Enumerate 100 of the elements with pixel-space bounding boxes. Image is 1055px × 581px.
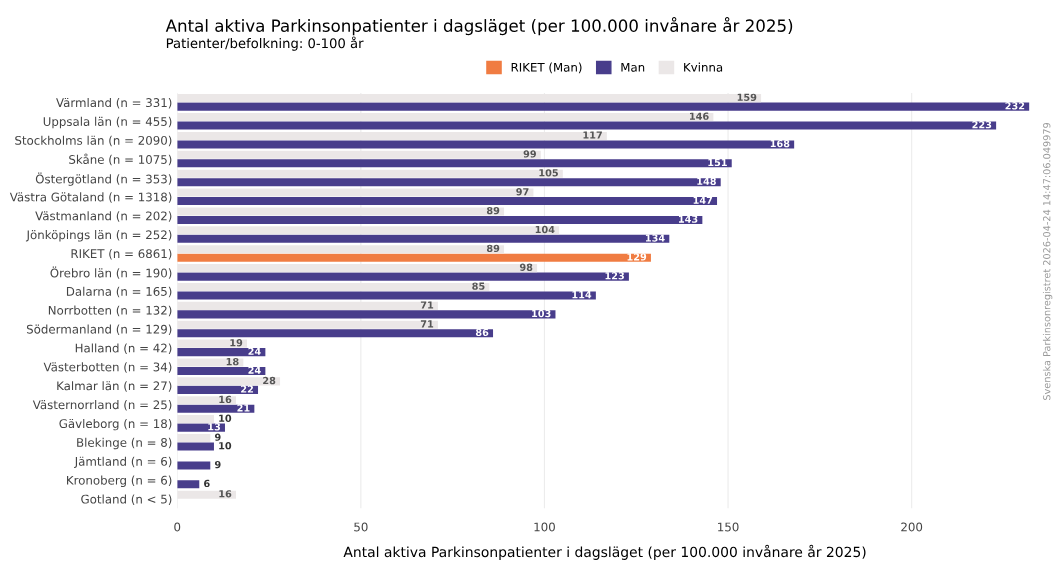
y-tick-label: Jämtland (n = 6) (74, 456, 172, 469)
x-tick-label: 200 (901, 522, 923, 532)
data-label: 148 (697, 177, 716, 185)
data-label: 28 (263, 376, 276, 385)
data-label: 24 (248, 366, 261, 374)
y-tick-label: Skåne (n = 1075) (69, 153, 172, 166)
bar (177, 415, 214, 424)
y-tick-label: Södermanland (n = 129) (26, 324, 172, 336)
data-label: 143 (678, 215, 698, 223)
bar (177, 197, 718, 206)
y-tick-label: Gotland (n < 5) (81, 494, 172, 505)
data-label: 10 (219, 414, 232, 422)
data-label: 168 (770, 139, 790, 148)
data-label: 104 (535, 225, 555, 234)
bar (177, 121, 997, 130)
data-label: 146 (690, 112, 709, 120)
data-label: 16 (219, 395, 232, 404)
chart-subtitle: Patienter/befolkning: 0-100 år (166, 36, 364, 51)
data-label: 159 (737, 93, 757, 101)
bar (177, 366, 266, 376)
data-label: 117 (583, 131, 602, 139)
data-label: 19 (230, 339, 243, 347)
data-label: 85 (472, 282, 485, 290)
bar (177, 480, 200, 489)
y-tick-label: Blekinge (n = 8) (77, 437, 172, 450)
y-tick-label: Stockholms län (n = 2090) (15, 135, 172, 147)
bar (177, 291, 596, 300)
y-tick-label: RIKET (n = 6861) (71, 248, 172, 260)
y-tick-label: Uppsala län (n = 455) (43, 116, 172, 129)
bar (177, 310, 556, 319)
data-label: 223 (972, 121, 992, 129)
data-label: 89 (486, 206, 500, 215)
data-label: 9 (214, 433, 221, 441)
x-axis-title: Antal aktiva Parkinsonpatienter i dagsläget (per 100.000 invånare år 2025) (343, 544, 866, 560)
y-tick-label: Dalarna (n = 165) (66, 286, 172, 298)
data-label: 16 (219, 490, 232, 498)
bar (177, 140, 795, 149)
x-tick-label: 0 (174, 522, 181, 532)
bar (177, 215, 703, 224)
y-tick-label: Värmland (n = 331) (56, 97, 172, 109)
data-label: 10 (219, 442, 232, 450)
y-tick-label: Västerbotten (n = 34) (43, 362, 172, 373)
bar (177, 272, 629, 281)
data-label: 97 (516, 188, 529, 196)
bar (177, 253, 651, 262)
data-label: 134 (645, 234, 665, 242)
data-label: 147 (693, 196, 713, 204)
data-label: 105 (539, 169, 558, 177)
y-tick-label: Östergötland (n = 353) (35, 172, 172, 186)
y-tick-label: Halland (n = 42) (75, 343, 172, 354)
x-tick-label: 50 (354, 522, 368, 532)
bar (177, 377, 281, 386)
y-tick-label: Norrbotten (n = 132) (48, 305, 172, 317)
data-label: 9 (214, 460, 221, 469)
bar (177, 434, 211, 443)
bar (177, 358, 244, 367)
data-label: 6 (204, 479, 210, 488)
bar (177, 442, 214, 451)
bar (177, 385, 259, 394)
y-tick-label: Västernorrland (n = 25) (32, 400, 172, 411)
legend-label: Man (621, 62, 645, 72)
data-label: 71 (420, 301, 434, 309)
data-label: 98 (519, 263, 533, 271)
y-tick-label: Västmanland (n = 202) (35, 211, 172, 222)
data-label: 24 (248, 347, 261, 355)
bar (177, 461, 211, 470)
bar (177, 348, 266, 357)
data-label: 89 (486, 244, 500, 253)
data-label: 114 (572, 291, 592, 299)
y-tick-label: Kronoberg (n = 6) (67, 475, 172, 487)
bar (177, 159, 732, 168)
data-label: 21 (237, 404, 250, 412)
data-label: 99 (523, 150, 536, 158)
bar (177, 178, 721, 187)
bar (177, 329, 494, 338)
legend-label: Kvinna (684, 62, 723, 72)
data-label: 22 (241, 385, 254, 393)
data-label: 18 (226, 357, 239, 366)
y-tick-label: Kalmar län (n = 27) (57, 381, 172, 392)
bar (177, 404, 255, 413)
y-tick-label: Örebro län (n = 190) (50, 266, 172, 279)
x-tick-label: 100 (534, 522, 555, 532)
x-tick-label: 150 (718, 522, 739, 532)
chart-title: Antal aktiva Parkinsonpatienter i dagsläget (per 100.000 invånare år 2025) (165, 17, 793, 36)
data-label: 151 (708, 158, 727, 167)
data-label: 123 (605, 272, 624, 280)
data-label: 86 (475, 328, 489, 337)
y-tick-label: Jönköpings län (n = 252) (25, 230, 172, 242)
y-tick-label: Gävleborg (n = 18) (59, 418, 172, 431)
text: Svenska Parkinsonregistret 2026-04-24 14:47:06.049979 (1042, 122, 1053, 400)
legend-label: RIKET (Man) (511, 62, 582, 74)
data-label: 71 (420, 320, 434, 328)
data-label: 13 (208, 423, 221, 431)
data-label: 103 (532, 309, 551, 318)
data-label: 129 (627, 253, 647, 261)
bar (177, 234, 670, 243)
data-label: 232 (1005, 102, 1025, 110)
bar (177, 102, 1030, 111)
bar (177, 339, 248, 348)
y-tick-label: Västra Götaland (n = 1318) (9, 192, 172, 203)
